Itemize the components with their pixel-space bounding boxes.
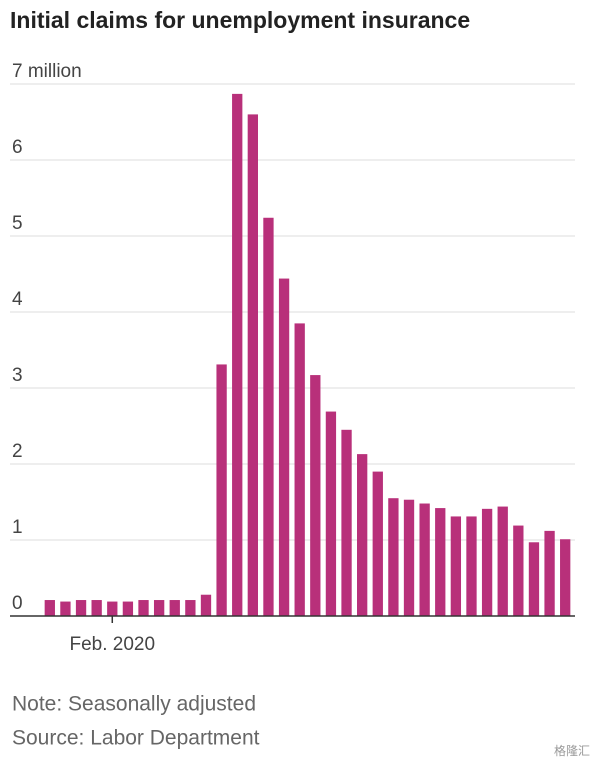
bar [232,93,243,616]
bar [435,508,446,616]
bar [75,600,87,616]
bar [247,114,258,617]
y-tick-label: 2 [12,441,23,462]
bar [107,601,118,616]
bar [388,498,399,616]
bar [278,278,290,616]
bar [560,539,571,616]
bar [544,530,555,616]
y-tick-label: 6 [12,137,23,158]
bar [341,429,352,616]
bar [325,411,337,616]
bar [263,217,274,616]
bar [91,600,102,616]
bar [497,506,508,616]
bar [44,600,55,616]
bar [122,601,134,616]
bar [481,508,493,616]
bar [200,594,212,616]
source: Source: Labor Department [12,727,260,750]
y-tick-label: 3 [12,365,23,386]
y-tick-label: 0 [12,593,23,614]
bar [466,516,477,616]
bar [294,323,305,616]
y-tick-label: 1 [12,517,23,538]
bar [450,516,462,616]
x-tick-label: Feb. 2020 [69,634,155,655]
bar [403,499,415,616]
y-tick-label: 5 [12,213,23,234]
bar [138,600,149,616]
note: Note: Seasonally adjusted [12,693,256,716]
bar [372,471,383,616]
bar [357,454,368,616]
bar [419,503,430,616]
watermark: 格隆汇 [554,743,590,758]
bar [528,542,540,616]
y-tick-label: 4 [12,289,23,310]
y-tick-label: 7 million [12,61,82,82]
bar [216,364,227,616]
bar [60,601,71,616]
bar [169,600,180,616]
chart-title: Initial claims for unemployment insuranc… [10,7,470,33]
bar [153,600,165,616]
bar [185,600,196,616]
bar [513,525,524,616]
bar [310,375,321,616]
